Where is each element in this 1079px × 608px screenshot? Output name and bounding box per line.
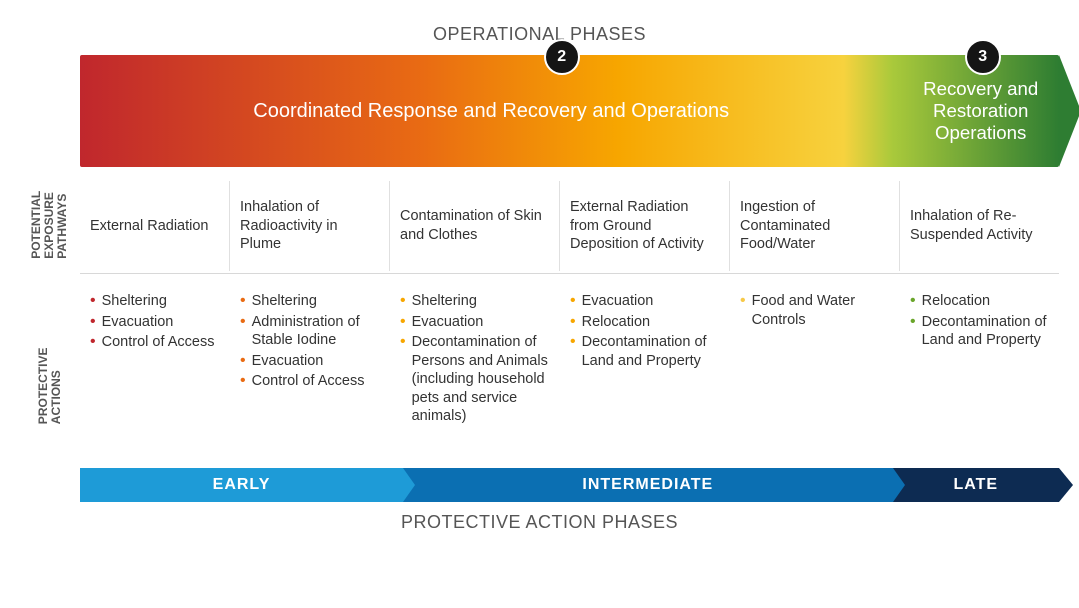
action-text: Evacuation [412,313,484,332]
bullet-icon: • [570,292,576,310]
action-item: • Control of Access [90,333,220,352]
pathways-row: External RadiationInhalation of Radioact… [80,181,1059,271]
action-item: • Control of Access [240,372,380,391]
pap-segment: EARLY [80,468,403,502]
action-item: • Evacuation [400,313,550,332]
operational-phases-diagram: OPERATIONAL PHASES Coordinated Response … [20,24,1059,533]
bullet-icon: • [910,313,916,331]
bottom-title: PROTECTIVE ACTION PHASES [20,512,1059,533]
banner-arrow-tip-icon [1059,55,1079,167]
actions-cell: • Food and Water Controls [730,282,900,462]
action-item: • Evacuation [90,313,220,332]
bullet-icon: • [90,333,96,351]
action-text: Evacuation [102,313,174,332]
action-text: Evacuation [582,292,654,311]
action-item: • Evacuation [240,352,380,371]
operational-banner: Coordinated Response and Recovery and Op… [80,55,1059,167]
bullet-icon: • [400,333,406,351]
action-text: Sheltering [252,292,317,311]
grid: POTENTIALEXPOSUREPATHWAYS PROTECTIVEACTI… [80,181,1059,462]
action-text: Relocation [582,313,651,332]
actions-cell: • Relocation • Decontamination of Land and … [900,282,1059,462]
bullet-icon: • [570,313,576,331]
action-text: Evacuation [252,352,324,371]
chevron-right-icon [893,468,905,502]
action-item: • Relocation [910,292,1049,311]
bullet-icon: • [240,352,246,370]
phase-badge: 2 [544,39,580,75]
action-item: • Evacuation [570,292,720,311]
actions-cell: • Evacuation • Relocation • Decontamination o… [560,282,730,462]
bullet-icon: • [400,313,406,331]
row-divider [80,273,1059,274]
action-text: Control of Access [102,333,215,352]
pathway-cell: Inhalation of Radioactivity in Plume [230,181,390,271]
action-item: • Sheltering [240,292,380,311]
pap-arrow-tip-icon [1059,468,1073,502]
bullet-icon: • [400,292,406,310]
action-text: Decontamination of Land and Property [582,333,720,370]
pathway-cell: Contamination of Skin and Clothes [390,181,560,271]
operational-segment: Coordinated Response and Recovery and Op… [80,55,902,167]
chevron-right-icon [403,468,415,502]
bullet-icon: • [240,372,246,390]
action-text: Relocation [922,292,991,311]
actions-cell: • Sheltering • Evacuation • Control of Access [80,282,230,462]
action-item: • Sheltering [90,292,220,311]
action-text: Sheltering [102,292,167,311]
bullet-icon: • [240,292,246,310]
bullet-icon: • [90,313,96,331]
bullet-icon: • [740,292,746,310]
pathway-cell: External Radiation [80,181,230,271]
action-item: • Decontamination of Land and Property [910,313,1049,350]
pathway-cell: Inhalation of Re-Suspended Activity [900,181,1059,271]
action-text: Control of Access [252,372,365,391]
pathway-cell: Ingestion of Contaminated Food/Water [730,181,900,271]
actions-section-label: PROTECTIVEACTIONS [37,384,63,424]
bullet-icon: • [570,333,576,351]
action-text: Decontamination of Persons and Animals (… [412,333,550,426]
action-item: • Relocation [570,313,720,332]
bullet-icon: • [90,292,96,310]
pap-segment: INTERMEDIATE [403,468,893,502]
actions-cell: • Sheltering • Administration of Stable Iod… [230,282,390,462]
action-text: Administration of Stable Iodine [252,313,380,350]
pathways-section-label: POTENTIALEXPOSUREPATHWAYS [30,219,70,259]
action-item: • Food and Water Controls [740,292,890,329]
action-item: • Sheltering [400,292,550,311]
top-title: OPERATIONAL PHASES [20,24,1059,45]
action-text: Decontamination of Land and Property [922,313,1049,350]
action-item: • Administration of Stable Iodine [240,313,380,350]
actions-cell: • Sheltering • Evacuation • Decontamination o… [390,282,560,462]
action-text: Sheltering [412,292,477,311]
action-text: Food and Water Controls [752,292,890,329]
bullet-icon: • [910,292,916,310]
protective-action-phases-bar: EARLYINTERMEDIATELATE [80,468,1059,502]
action-item: • Decontamination of Persons and Animals … [400,333,550,426]
pap-segment: LATE [893,468,1059,502]
pathway-cell: External Radiation from Ground Depositio… [560,181,730,271]
phase-badge: 3 [965,39,1001,75]
action-item: • Decontamination of Land and Property [570,333,720,370]
actions-row: • Sheltering • Evacuation • Control of Access… [80,282,1059,462]
bullet-icon: • [240,313,246,331]
